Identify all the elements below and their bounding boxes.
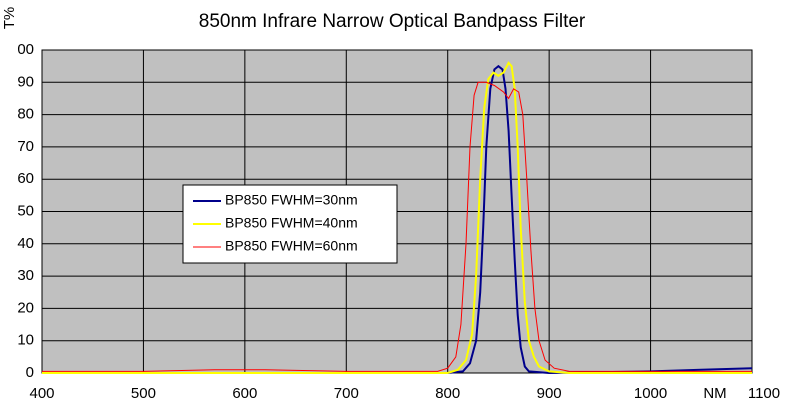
y-tick-label: 90 — [17, 73, 34, 90]
x-tick-label: 500 — [131, 385, 156, 402]
x-tick-label: 400 — [29, 385, 54, 402]
series-line — [42, 61, 752, 374]
y-tick-label: 60 — [17, 170, 34, 187]
y-tick-label: 80 — [17, 106, 34, 123]
y-tick-label: 0 — [26, 364, 34, 381]
x-tick-label: 600 — [232, 385, 257, 402]
x-tick-label: 700 — [334, 385, 359, 402]
y-tick-label: 30 — [17, 267, 34, 284]
x-axis-label: NM — [703, 385, 726, 402]
y-tick-label: 50 — [17, 202, 34, 219]
y-axis-label: T% — [1, 7, 18, 30]
chart-title: 850nm Infrare Narrow Optical Bandpass Fi… — [199, 11, 586, 32]
legend-label: BP850 FWHM=60nm — [225, 238, 358, 254]
series-line — [42, 64, 753, 375]
x-tick-label: 900 — [537, 385, 562, 402]
y-tick-label: 70 — [17, 138, 34, 155]
x-tick-label: 1000 — [634, 385, 667, 402]
y-tick-label: 40 — [17, 235, 34, 252]
y-tick-label: 20 — [17, 299, 34, 316]
legend-label: BP850 FWHM=40nm — [225, 215, 358, 231]
y-tick-label: 00 — [17, 41, 34, 58]
legend-label: BP850 FWHM=30nm — [225, 192, 358, 208]
x-tick-label: 1100 — [748, 385, 780, 402]
y-tick-label: 10 — [17, 332, 34, 349]
series-line — [42, 81, 752, 372]
x-tick-label: 800 — [435, 385, 460, 402]
